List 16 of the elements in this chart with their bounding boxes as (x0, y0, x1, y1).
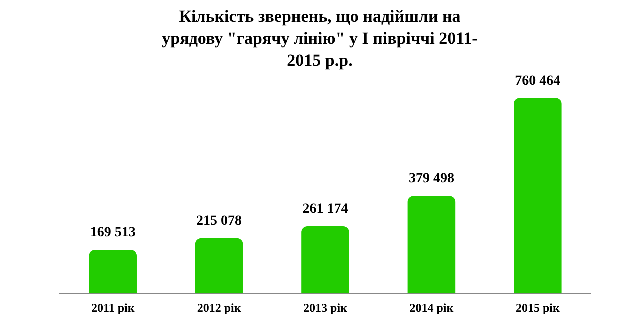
bar (89, 250, 137, 294)
bar (514, 98, 562, 294)
x-tick-label: 2015 рік (516, 300, 560, 315)
x-tick-label: 2014 рік (410, 300, 454, 315)
chart-title: Кількість звернень, що надійшли на урядову "гарячу лінію" у І півріччі 2011-2015 р.р. (161, 6, 479, 72)
data-label: 760 464 (515, 74, 561, 89)
data-label: 215 078 (196, 214, 242, 229)
data-label: 169 513 (90, 226, 136, 241)
bar (195, 238, 244, 294)
x-tick-label: 2012 рік (197, 300, 242, 315)
bar (408, 196, 456, 294)
x-tick-label: 2013 рік (304, 300, 348, 315)
bar (302, 226, 350, 294)
x-tick-label: 2011 рік (91, 300, 135, 315)
data-label: 379 498 (408, 172, 454, 187)
data-label: 261 174 (302, 202, 348, 218)
